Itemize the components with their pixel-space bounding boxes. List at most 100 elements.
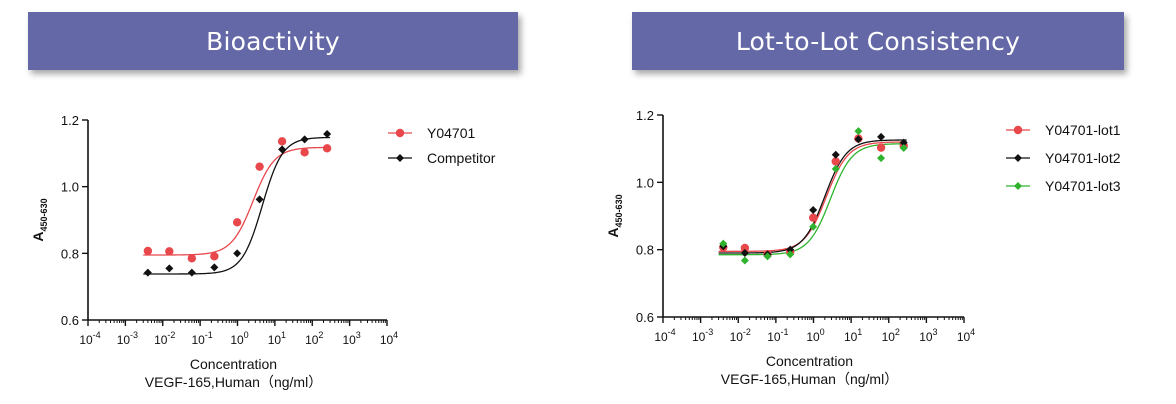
lot-consistency-banner: Lot-to-Lot Consistency <box>632 12 1124 70</box>
data-point <box>210 263 219 272</box>
data-point <box>232 218 242 227</box>
data-point <box>831 157 840 166</box>
fit-curve-y04701-lot3 <box>718 143 907 256</box>
x-tick-label-base: 10 <box>730 330 744 344</box>
x-tick-label: 10-1 <box>767 327 788 344</box>
y-axis-label-sub: 450-630 <box>614 194 624 227</box>
data-point <box>809 205 818 214</box>
x-tick-label: 103 <box>342 330 360 347</box>
x-tick-label: 10-3 <box>692 327 713 344</box>
data-point <box>187 254 197 263</box>
y-tick-label: 1.2 <box>636 108 654 123</box>
x-tick-label-exponent: -1 <box>205 330 213 340</box>
x-tick-label: 100 <box>230 330 248 347</box>
x-tick-label-base: 10 <box>380 333 394 347</box>
data-point <box>210 252 219 261</box>
x-tick-label: 10-4 <box>654 327 675 344</box>
fit-curve-competitor <box>143 136 331 275</box>
x-tick-label-base: 10 <box>154 333 168 347</box>
data-point <box>165 247 174 256</box>
legend-label: Y04701-lot2 <box>1045 150 1121 166</box>
data-point <box>143 246 153 256</box>
x-tick-label-exponent: 0 <box>820 327 825 337</box>
x-tick-label-base: 10 <box>692 330 706 344</box>
data-point <box>719 239 728 248</box>
data-point <box>786 245 795 254</box>
legend-marker <box>1013 125 1023 135</box>
data-point <box>831 164 840 173</box>
x-tick-label-exponent: 3 <box>356 330 361 340</box>
data-point <box>808 213 818 222</box>
x-tick-label-exponent: -3 <box>130 330 138 340</box>
data-point <box>323 130 332 138</box>
x-tick-label-exponent: -1 <box>781 327 789 337</box>
x-tick-label: 102 <box>305 330 323 347</box>
x-tick-label-base: 10 <box>268 333 282 347</box>
y-tick-label: 1.2 <box>61 113 79 128</box>
data-point <box>322 144 332 153</box>
data-point <box>740 256 749 265</box>
y-tick-label: 1.0 <box>636 175 654 190</box>
x-tick-label: 104 <box>957 327 975 344</box>
legend-marker <box>395 128 405 138</box>
x-tick-label: 10-2 <box>154 330 175 347</box>
x-tick-label-base: 10 <box>79 333 93 347</box>
x-tick-label: 102 <box>882 327 900 344</box>
data-point <box>255 195 264 204</box>
x-tick-label: 100 <box>806 327 824 344</box>
x-tick-label-base: 10 <box>342 333 356 347</box>
x-tick-label: 10-2 <box>730 327 751 344</box>
data-point <box>854 135 863 144</box>
legend-label: Y04701-lot1 <box>1045 122 1121 138</box>
legend-label: Y04701 <box>427 125 475 141</box>
x-tick-label-base: 10 <box>767 330 781 344</box>
lot-consistency-banner-title: Lot-to-Lot Consistency <box>735 26 1021 56</box>
data-point <box>831 150 840 159</box>
data-point <box>277 137 287 146</box>
x-tick-label-exponent: 4 <box>970 327 975 337</box>
x-tick-label-exponent: -4 <box>93 330 101 340</box>
y-tick-label: 0.6 <box>61 313 79 328</box>
legend-label: Y04701-lot3 <box>1045 178 1121 194</box>
x-tick-label-exponent: 2 <box>895 327 900 337</box>
data-point <box>899 143 908 152</box>
x-tick-label-exponent: 1 <box>281 330 286 340</box>
x-tick-label-base: 10 <box>957 330 971 344</box>
y-tick-label: 0.8 <box>61 246 79 261</box>
bioactivity-banner-title: Bioactivity <box>206 26 340 56</box>
data-point <box>300 135 309 144</box>
x-tick-label-base: 10 <box>919 330 933 344</box>
x-tick-label-base: 10 <box>191 333 205 347</box>
x-tick-label-base: 10 <box>654 330 668 344</box>
y-axis-label-sub: 450-630 <box>39 198 49 231</box>
legend-label: Competitor <box>427 150 496 166</box>
x-tick-label-base: 10 <box>117 333 131 347</box>
x-tick-label: 10-3 <box>117 330 138 347</box>
data-point <box>278 145 287 154</box>
x-axis-label: Concentration <box>766 353 853 369</box>
data-point <box>899 138 908 147</box>
y-tick-label: 0.6 <box>636 310 654 325</box>
data-point <box>763 252 772 261</box>
data-point <box>740 243 750 253</box>
legend-marker <box>1014 182 1022 190</box>
x-tick-label: 104 <box>380 330 398 347</box>
data-point <box>809 222 818 231</box>
x-tick-label-exponent: -2 <box>743 327 751 337</box>
data-point <box>233 249 242 258</box>
x-axis-label-unit: VEGF-165,Human（ng/ml） <box>721 371 898 387</box>
x-tick-label-base: 10 <box>844 330 858 344</box>
bioactivity-banner: Bioactivity <box>28 12 518 70</box>
data-point <box>255 162 264 171</box>
y-tick-label: 1.0 <box>61 180 79 195</box>
data-point <box>854 127 863 136</box>
x-axis-label: Concentration <box>190 356 277 372</box>
legend-marker <box>1014 154 1022 162</box>
data-point <box>143 268 152 277</box>
y-axis-label-main: A <box>605 227 621 237</box>
data-point <box>165 264 174 273</box>
x-axis-label-unit: VEGF-165,Human（ng/ml） <box>145 374 322 390</box>
x-tick-label: 103 <box>919 327 937 344</box>
y-axis-label-main: A <box>30 231 46 241</box>
